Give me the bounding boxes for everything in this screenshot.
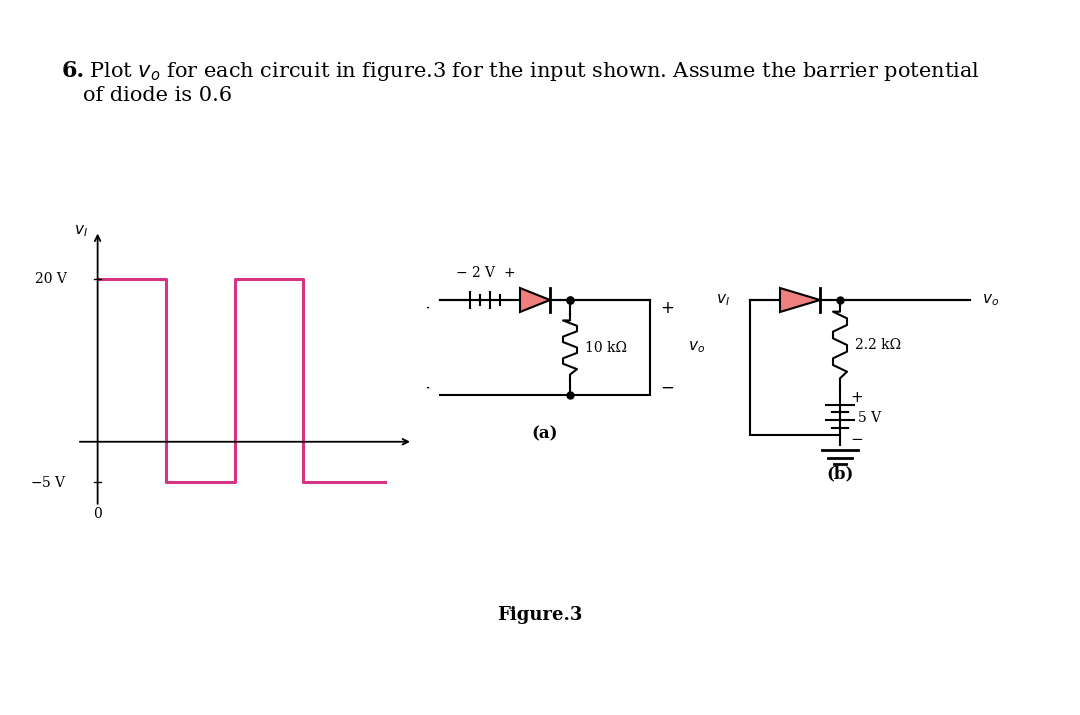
Text: (b): (b) bbox=[826, 465, 853, 482]
Text: $-$: $-$ bbox=[416, 378, 430, 396]
Text: +: + bbox=[416, 299, 430, 317]
Text: $v_I$: $v_I$ bbox=[396, 340, 410, 355]
Text: 2.2 kΩ: 2.2 kΩ bbox=[855, 338, 901, 352]
Text: $-$: $-$ bbox=[660, 378, 674, 396]
Text: +: + bbox=[850, 390, 863, 405]
Text: 0: 0 bbox=[93, 507, 102, 521]
Text: 10 kΩ: 10 kΩ bbox=[585, 340, 627, 355]
Text: Figure.3: Figure.3 bbox=[497, 606, 583, 624]
Text: $v_o$: $v_o$ bbox=[982, 292, 999, 308]
Text: $v_I$: $v_I$ bbox=[716, 292, 730, 308]
Polygon shape bbox=[519, 288, 550, 312]
Text: (a): (a) bbox=[531, 425, 558, 442]
Text: $v_I$: $v_I$ bbox=[73, 223, 87, 239]
Text: 5 V: 5 V bbox=[858, 410, 881, 425]
Text: 20 V: 20 V bbox=[35, 272, 67, 287]
Text: $-$: $-$ bbox=[850, 430, 863, 445]
Text: $v_o$: $v_o$ bbox=[688, 340, 705, 355]
Polygon shape bbox=[780, 288, 820, 312]
Text: $-$ 2 V  $+$: $-$ 2 V $+$ bbox=[455, 265, 515, 280]
Text: Plot $v_o$ for each circuit in figure.3 for the input shown. Assume the barrier : Plot $v_o$ for each circuit in figure.3 … bbox=[83, 60, 980, 105]
Text: 6.: 6. bbox=[62, 60, 85, 82]
Text: $-$5 V: $-$5 V bbox=[29, 475, 67, 490]
Text: +: + bbox=[660, 299, 674, 317]
